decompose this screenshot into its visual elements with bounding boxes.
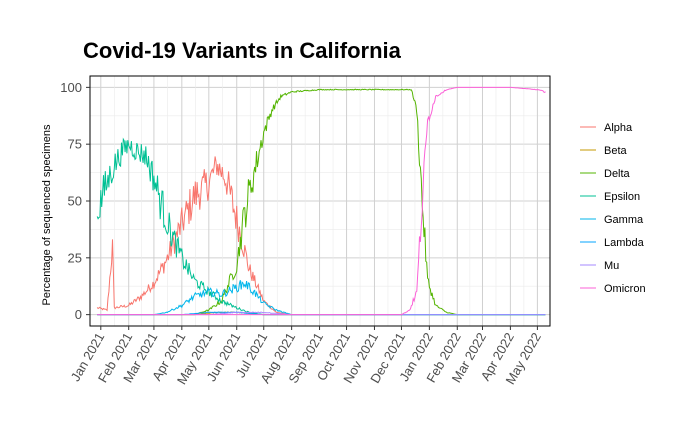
legend-label-beta: Beta [604, 145, 628, 157]
y-tick-label: 0 [75, 307, 82, 322]
y-axis-title: Percentage of sequenced specimens [41, 124, 53, 306]
y-tick-label: 100 [60, 80, 82, 95]
series-line-delta [97, 88, 546, 316]
legend-label-delta: Delta [604, 168, 631, 180]
y-axis: 0 25 50 75 100 [60, 80, 90, 322]
chart-title: Covid-19 Variants in California [83, 38, 402, 63]
series-line-epsilon [96, 137, 546, 316]
series-lines [96, 86, 546, 316]
series-line-gamma [97, 280, 546, 316]
grid [90, 76, 550, 326]
legend-label-gamma: Gamma [604, 214, 644, 226]
legend-label-omicron: Omicron [604, 283, 646, 295]
legend-label-mu: Mu [604, 260, 619, 272]
legend: Alpha Beta Delta Epsilon Gamma Lambda Mu Omicro… [580, 122, 646, 295]
y-tick-label: 50 [68, 194, 82, 209]
y-tick-label: 75 [68, 137, 82, 152]
legend-label-lambda: Lambda [604, 237, 645, 249]
y-tick-label: 25 [68, 250, 82, 265]
legend-label-epsilon: Epsilon [604, 191, 640, 203]
legend-label-alpha: Alpha [604, 122, 633, 134]
series-line-omicron [97, 86, 546, 316]
series-line-alpha [96, 156, 546, 316]
